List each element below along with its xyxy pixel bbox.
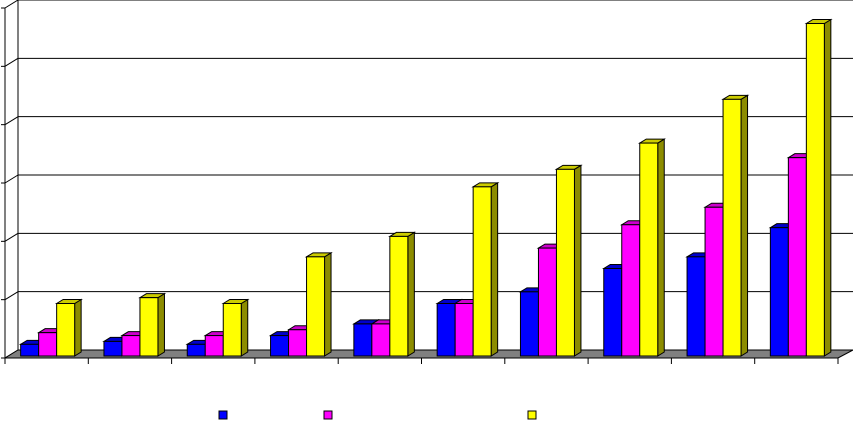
legend-swatch	[527, 410, 537, 420]
bar-front-face	[769, 227, 789, 357]
bar	[54, 298, 83, 357]
legend-item	[323, 410, 333, 420]
bar-side-face	[573, 164, 582, 357]
bar-side-face	[74, 298, 82, 357]
bar-side-face	[407, 231, 415, 357]
side-gridline	[4, 174, 19, 184]
bar-front-face	[389, 235, 409, 357]
side-gridline	[4, 291, 19, 301]
bar-front-face	[306, 256, 326, 357]
bar-front-face	[704, 206, 724, 357]
bar-front-face	[139, 297, 159, 357]
legend-item	[218, 410, 228, 420]
bar-front-face	[787, 157, 807, 357]
bar-side-face	[657, 138, 665, 357]
bar	[388, 231, 417, 357]
bar-side-face	[740, 94, 749, 357]
bar-front-face	[20, 343, 40, 357]
legend	[218, 410, 537, 420]
bar-side-face	[157, 292, 165, 357]
bar-side-face	[324, 251, 332, 357]
bar	[138, 292, 167, 357]
bar-front-face	[722, 98, 742, 357]
bar	[804, 18, 833, 357]
bar-side-face	[240, 298, 249, 357]
bar	[721, 94, 750, 357]
bar-front-face	[555, 168, 575, 357]
bar	[471, 181, 500, 357]
bar-front-face	[222, 303, 242, 357]
bar-front-face	[270, 335, 290, 357]
bar	[637, 138, 667, 357]
bar-front-face	[472, 186, 492, 357]
bar-front-face	[537, 247, 557, 357]
legend-swatch	[323, 410, 333, 420]
side-gridline	[4, 116, 19, 126]
bar-front-face	[603, 268, 623, 357]
bar-front-face	[436, 303, 456, 357]
bar-front-face	[621, 224, 641, 357]
bar-front-face	[454, 303, 474, 357]
bar-front-face	[204, 335, 224, 357]
bar-front-face	[38, 332, 58, 357]
bar-front-face	[639, 142, 659, 357]
bar-front-face	[103, 340, 123, 357]
bar-side-face	[490, 181, 499, 357]
bar	[304, 251, 333, 357]
side-gridline	[4, 232, 19, 242]
bar-front-face	[121, 335, 141, 357]
bars	[18, 18, 833, 357]
gridlines	[4, 0, 853, 359]
bar-front-face	[186, 343, 206, 357]
side-gridline	[4, 57, 19, 67]
bar-front-face	[371, 323, 391, 357]
bar-front-face	[686, 256, 706, 357]
bar-front-face	[805, 23, 825, 357]
bar-front-face	[353, 323, 373, 357]
legend-item	[527, 410, 537, 420]
bar-front-face	[519, 291, 539, 357]
legend-swatch	[218, 410, 228, 420]
bar	[221, 298, 250, 357]
bar-side-face	[823, 18, 832, 357]
side-gridline	[4, 0, 19, 9]
bar	[554, 164, 583, 357]
bar-front-face	[288, 329, 308, 357]
bar-front-face	[56, 303, 76, 357]
